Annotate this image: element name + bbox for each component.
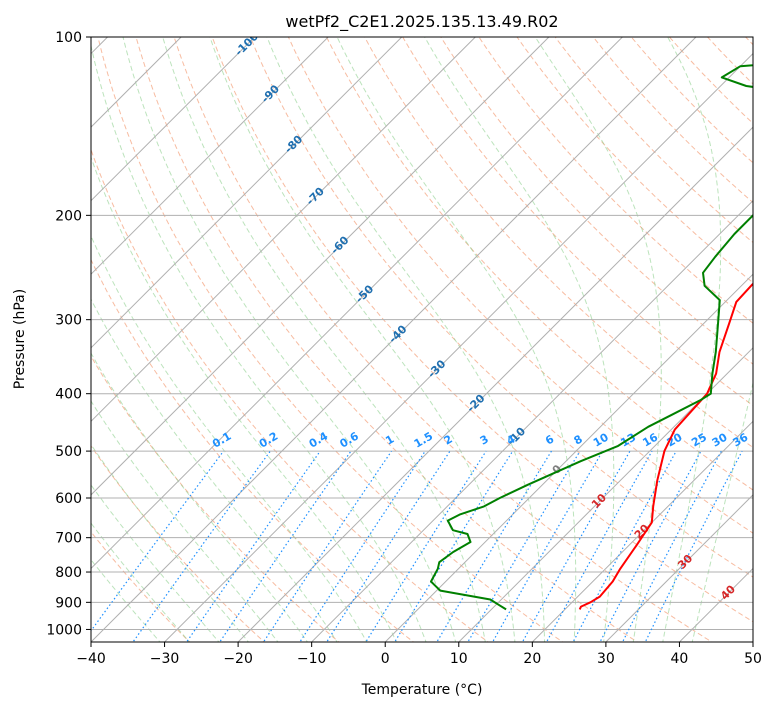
isotherm-line [91,37,329,275]
sounding-profiles [430,64,753,611]
dry-adiabat [173,37,713,642]
mixing-ratio-line [185,450,321,642]
mixing-ratio-lines [91,450,743,642]
isotherm-line [91,37,256,202]
dry-adiabat [249,37,753,578]
isotherm-line [605,494,753,642]
mixing-ratio-line [467,450,581,642]
isotherm-line [91,37,623,570]
mixing-ratio-line [599,450,702,642]
x-tick-label: 0 [381,651,390,667]
mixing-ratio-line [572,450,677,642]
plot-area: -100-90-80-70-60-50-40-30-20-10010203040… [91,37,753,642]
mixing-ratio-line [91,450,224,632]
y-tick-label: 800 [55,565,82,581]
moist-adiabat [91,155,397,642]
mixing-ratio-line [132,450,271,642]
mixing-ratio-line [262,450,392,642]
isotherm-lines [91,37,753,642]
moist-adiabat [91,484,220,642]
isotherm-line [91,37,403,349]
x-tick-label: −40 [76,651,106,667]
x-axis-title: Temperature (°C) [361,682,483,698]
y-tick-label: 100 [55,30,82,46]
dry-adiabat [402,37,753,407]
x-tick-label: −30 [150,651,180,667]
mixing-ratio-line [365,450,487,642]
mixing-ratio-line [325,450,451,642]
x-tick-label: 20 [523,651,541,667]
x-tick-label: −20 [223,651,253,667]
moist-adiabat [91,443,250,642]
dry-adiabat [325,37,753,491]
mixing-ratio-line [219,450,352,642]
isotherm-line [531,420,753,642]
y-tick-label: 300 [55,313,82,329]
y-axis-title: Pressure (hPa) [12,289,28,389]
isotherm-line [311,199,753,642]
x-tick-label: 40 [671,651,689,667]
mixing-ratio-line [394,450,514,642]
y-tick-label: 1000 [46,622,82,638]
y-tick-label: 200 [55,208,82,224]
x-tick-label: 10 [450,651,468,667]
temperature-profile-line [578,282,753,610]
mixing-ratio-line [621,450,722,642]
isotherm-line [164,52,753,642]
y-tick-label: 700 [55,531,82,547]
x-tick-label: 30 [597,651,615,667]
isotherm-line [237,126,753,642]
mixing-ratio-line [299,450,426,642]
x-axis-ticks: −40 −30 −20 −10 0 10 20 30 40 50 [76,642,762,667]
isotherm-line [91,37,550,496]
isotherm-line [458,347,753,642]
x-tick-label: −10 [297,651,327,667]
chart-title: wetPf2_C2E1.2025.135.13.49.R02 [285,12,558,32]
dry-adiabat [440,37,753,365]
moist-adiabat [91,43,427,642]
y-tick-label: 900 [55,595,82,611]
isotherm-line [91,37,476,423]
isotherm-line [384,273,753,642]
dry-adiabat [287,37,753,534]
y-tick-label: 600 [55,491,82,507]
y-axis-ticks: 100 200 300 400 500 600 700 800 900 1000 [46,30,91,638]
dewpoint-profile-line [430,64,753,611]
isotherm-line [91,37,697,642]
y-tick-label: 500 [55,444,82,460]
y-tick-label: 400 [55,387,82,403]
x-tick-label: 50 [744,651,762,667]
plot-frame [90,36,754,643]
moist-adiabat [91,400,279,642]
